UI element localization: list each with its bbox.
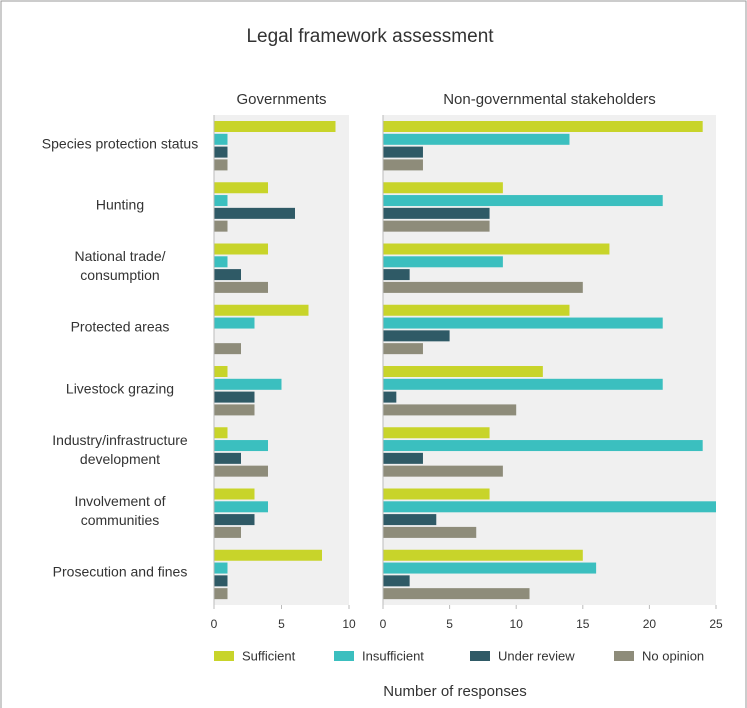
legend-swatch (334, 651, 354, 661)
bar (383, 159, 423, 171)
category-label: Protected areas (70, 318, 170, 335)
bar (214, 207, 295, 219)
bar (383, 465, 503, 477)
category-label: Involvement of communities (74, 493, 166, 529)
x-tick-label: 10 (510, 617, 524, 631)
bar (383, 452, 423, 464)
category-label: National trade/ consumption (74, 248, 166, 284)
bar (383, 281, 583, 293)
bar (383, 366, 543, 377)
bar (214, 440, 268, 452)
bar (214, 256, 228, 268)
bar (383, 256, 503, 268)
bar (214, 588, 228, 600)
bar (214, 281, 268, 293)
bar (383, 304, 570, 316)
bar (383, 562, 597, 574)
bar (214, 404, 255, 416)
bar (214, 452, 241, 464)
bar (214, 195, 228, 207)
bar (383, 440, 703, 452)
bar (214, 575, 228, 587)
category-label: Species protection status (41, 135, 199, 152)
x-axis-title: Number of responses (383, 683, 526, 700)
category-label: Livestock grazing (65, 380, 175, 397)
bar (383, 391, 397, 403)
bar (383, 195, 663, 207)
bar (383, 404, 517, 416)
bar (214, 304, 309, 316)
bar (214, 378, 282, 390)
bar (383, 526, 477, 538)
bar (383, 588, 530, 600)
bar (214, 343, 241, 355)
bar (383, 575, 410, 587)
bar (383, 133, 570, 145)
bar (214, 465, 268, 477)
bar (383, 269, 410, 281)
panel-title: Governments (236, 91, 326, 108)
bar (214, 146, 228, 158)
bar (214, 562, 228, 574)
chart-title: Legal framework assessment (246, 26, 494, 47)
bar (383, 549, 583, 561)
bar (383, 243, 610, 255)
x-tick-label: 0 (211, 617, 218, 631)
x-tick-label: 5 (446, 617, 453, 631)
bar (214, 159, 228, 171)
bar (383, 207, 490, 219)
x-tick-label: 5 (278, 617, 285, 631)
bar (383, 378, 663, 390)
bar (214, 269, 241, 281)
bar (214, 220, 228, 232)
x-tick-label: 25 (709, 617, 723, 631)
bar (214, 366, 228, 377)
bar (214, 317, 255, 329)
bar (383, 317, 663, 329)
bar (214, 121, 336, 132)
legend-swatch (470, 651, 490, 661)
bar (383, 146, 423, 158)
bar (214, 526, 241, 538)
legend-label: Under review (498, 648, 575, 663)
legend-swatch (214, 651, 234, 661)
x-tick-label: 20 (643, 617, 657, 631)
bar (383, 330, 450, 342)
legend-swatch (614, 651, 634, 661)
legend-label: Sufficient (242, 648, 296, 663)
bar (383, 182, 503, 194)
bar (214, 549, 322, 561)
legend-label: No opinion (642, 648, 704, 663)
bar (214, 514, 255, 526)
bar (383, 220, 490, 232)
bar (214, 133, 228, 145)
bar (383, 427, 490, 439)
category-label: Industry/infrastructure development (52, 431, 188, 467)
category-label: Hunting (95, 196, 145, 213)
legend-label: Insufficient (362, 648, 424, 663)
x-tick-label: 10 (342, 617, 356, 631)
x-tick-label: 15 (576, 617, 590, 631)
bar (383, 343, 423, 355)
bar (383, 488, 490, 500)
bar (214, 182, 268, 194)
category-label: Prosecution and fines (52, 563, 188, 580)
bar (214, 427, 228, 439)
bar (383, 121, 703, 132)
bar (214, 501, 268, 513)
bar (383, 501, 716, 513)
panel-title: Non-governmental stakeholders (443, 91, 656, 108)
bar (214, 391, 255, 403)
x-tick-label: 0 (380, 617, 387, 631)
bar (383, 514, 437, 526)
bar (214, 488, 255, 500)
bar (214, 243, 268, 255)
